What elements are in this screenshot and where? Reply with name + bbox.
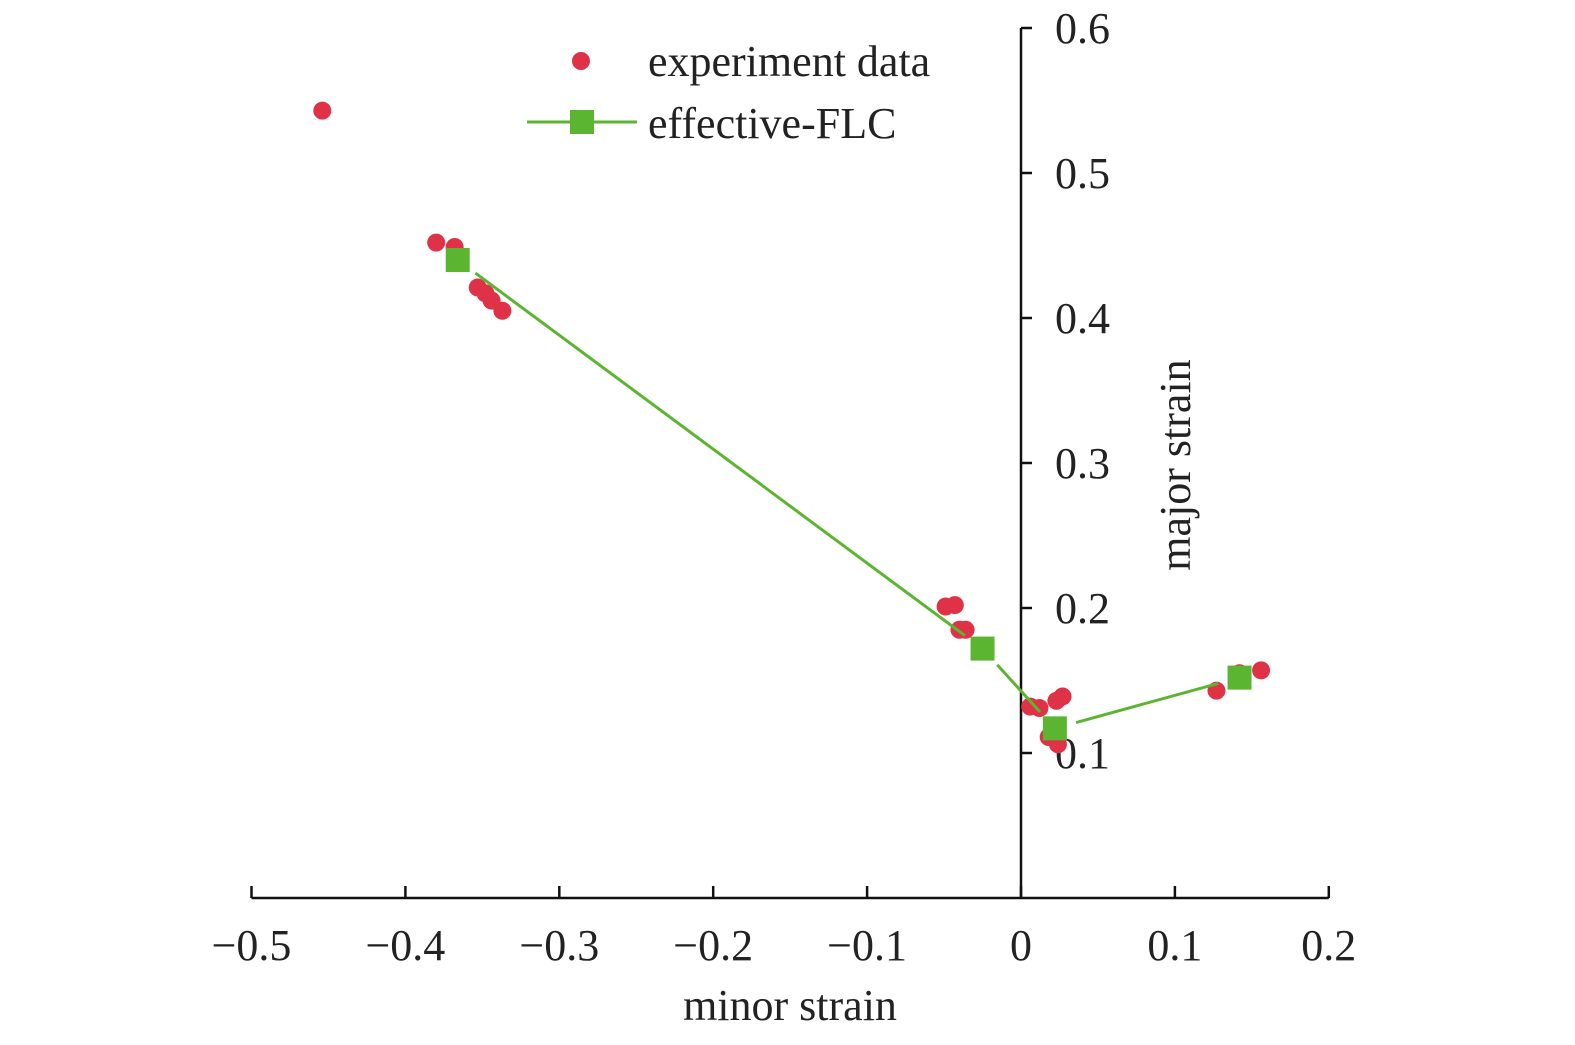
x-tick-label: 0 <box>1010 921 1032 970</box>
legend-label-effective-flc: effective-FLC <box>648 99 896 148</box>
y-tick-label: 0.6 <box>1055 4 1110 53</box>
y-tick-label: 0.4 <box>1055 294 1110 343</box>
experiment-data-point <box>945 596 964 615</box>
x-tick-label: −0.5 <box>212 921 292 970</box>
effective-flc-marker <box>1042 716 1067 741</box>
y-tick-label: 0.3 <box>1055 439 1110 488</box>
experiment-data-point <box>493 301 512 320</box>
y-tick-label: 0.5 <box>1055 149 1110 198</box>
legend-marker-effective-flc <box>570 110 594 134</box>
experiment-data-point <box>427 233 446 252</box>
legend-label-experiment-data: experiment data <box>648 37 930 86</box>
legend: experiment data effective-FLC <box>527 37 930 148</box>
experiment-data-point <box>1030 699 1049 718</box>
effective-flc-marker <box>970 636 995 661</box>
effective-flc-segment <box>996 663 1042 714</box>
y-tick-label: 0.2 <box>1055 584 1110 633</box>
y-axis-label: major strain <box>1151 359 1200 570</box>
experiment-data-point <box>313 101 332 120</box>
x-axis-label: minor strain <box>683 981 897 1030</box>
effective-flc-marker <box>445 248 470 272</box>
legend-marker-experiment-data <box>572 52 590 70</box>
plot-marks <box>313 101 1271 754</box>
x-tick-label: −0.3 <box>519 921 599 970</box>
effective-flc-marker <box>1227 665 1252 690</box>
experiment-data-point <box>1053 687 1072 706</box>
x-tick-label: −0.4 <box>365 921 445 970</box>
experiment-data-point <box>1252 661 1271 680</box>
axes: −0.5 −0.4 −0.3 −0.2 −0.1 0 0.1 0.20.10.20.30.40… <box>212 4 1357 970</box>
x-tick-label: 0.1 <box>1147 921 1202 970</box>
x-tick-label: −0.1 <box>827 921 907 970</box>
effective-flc-segment <box>1075 681 1219 724</box>
x-tick-label: 0.2 <box>1301 921 1356 970</box>
x-tick-label: −0.2 <box>673 921 753 970</box>
effective-flc-segment <box>474 271 966 637</box>
